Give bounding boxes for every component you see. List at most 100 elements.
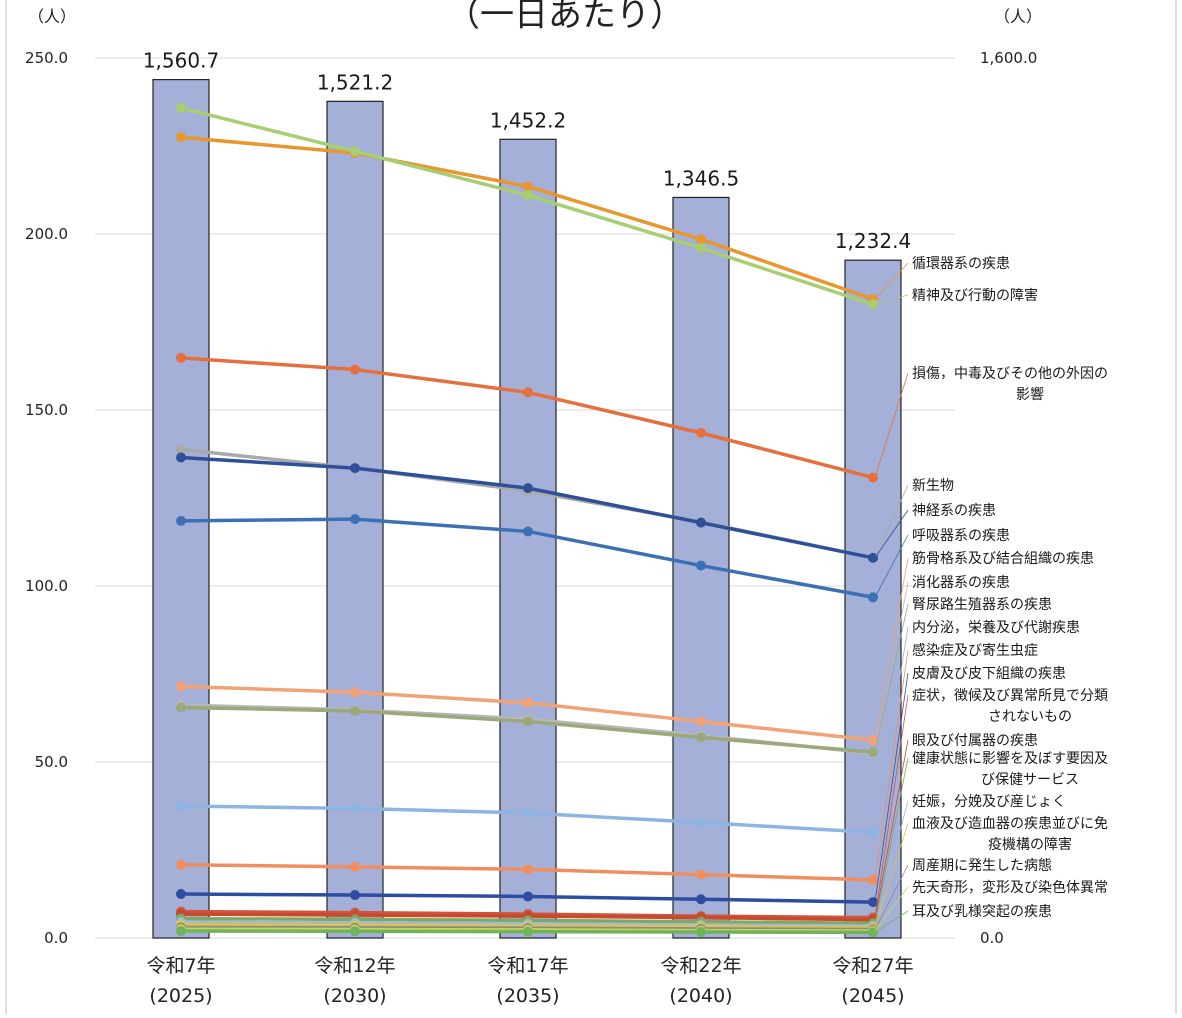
legend-item: 疫機構の障害 (988, 837, 1072, 853)
bar (152, 79, 210, 939)
legend-item: 循環器系の疾患 (912, 256, 1010, 272)
series-point (868, 592, 878, 603)
series-point (350, 514, 360, 525)
series-point (176, 801, 186, 811)
legend-item: 新生物 (912, 478, 954, 494)
bar-data-label: 1,232.4 (835, 229, 911, 253)
legend-item: 損傷，中毒及びその他の外因の (912, 366, 1108, 382)
series-point (868, 874, 878, 885)
series-point (350, 146, 360, 157)
series-point (696, 560, 706, 571)
left-tick-label: 0.0 (44, 929, 68, 947)
series-point (176, 889, 186, 899)
series-point (696, 234, 706, 245)
legend-item: 精神及び行動の障害 (912, 288, 1038, 304)
series-point (523, 891, 533, 902)
right-tick-label: 0.0 (980, 929, 1004, 947)
left-axis-unit: （人） (28, 7, 76, 26)
series-point (523, 864, 533, 875)
series-point (523, 526, 533, 537)
bar-data-labels: 1,560.7 1,521.2 1,452.2 1,346.5 1,232.4 (143, 49, 911, 254)
series-point (176, 515, 186, 526)
legend-item: 眼及び付属器の疾患 (912, 733, 1038, 749)
series-point (868, 827, 878, 838)
bar-data-label: 1,560.7 (143, 49, 219, 73)
legend-item: 周産期に発生した病態 (912, 858, 1052, 874)
legend-leader (874, 557, 909, 741)
legend-item: 健康状態に影響を及ぼす要因及 (912, 750, 1108, 767)
series-point (523, 483, 533, 494)
x-tick-label: 令和27年 (832, 955, 913, 977)
legend-item: 感染症及び寄生虫症 (912, 642, 1038, 659)
legend-leader (874, 534, 909, 598)
series-point (696, 732, 706, 743)
legend-leader (874, 649, 909, 880)
x-tick-label: 令和17年 (487, 955, 568, 977)
legend-leader (874, 672, 909, 903)
x-tick-label: 令和22年 (660, 955, 741, 977)
left-axis-ticks: 250.0 200.0 150.0 100.0 50.0 0.0 (25, 49, 68, 947)
series-point (868, 552, 878, 563)
series-point (176, 859, 186, 870)
series-point (176, 452, 186, 463)
legend-item: 耳及び乳様突起の疾患 (912, 904, 1052, 920)
series-point (696, 869, 706, 880)
legend-leader (874, 739, 909, 920)
legend-leader (874, 864, 909, 930)
legend-item: 筋骨格系及び結合組織の疾患 (912, 550, 1094, 567)
legend-leader (874, 694, 909, 918)
legend-item: 消化器系の疾患 (912, 575, 1010, 591)
series-point (868, 747, 878, 758)
legend-leader (874, 910, 909, 933)
series-point (696, 894, 706, 905)
series-point (176, 444, 186, 455)
legend-leader (874, 372, 909, 478)
left-tick-label: 200.0 (25, 225, 68, 243)
x-tick-label: (2035) (496, 985, 559, 1007)
left-tick-label: 250.0 (25, 49, 68, 67)
bar-data-label: 1,346.5 (663, 166, 739, 190)
legend-item: 皮膚及び皮下組織の疾患 (912, 666, 1066, 682)
bar-data-label: 1,521.2 (317, 70, 393, 94)
legend-leader (874, 822, 909, 928)
legend-leader (874, 262, 909, 300)
x-tick-label: 令和7年 (146, 955, 215, 977)
series-point (176, 102, 186, 113)
right-tick-label: 1,600.0 (980, 49, 1037, 67)
legend-item: されないもの (988, 709, 1072, 725)
bar-data-label: 1,452.2 (490, 108, 566, 132)
series-point (696, 927, 706, 938)
legend-leader (874, 509, 909, 559)
series-point (696, 243, 706, 254)
series-point (696, 716, 706, 727)
series-point (523, 716, 533, 727)
x-tick-label: (2040) (669, 985, 732, 1007)
series-point (523, 926, 533, 937)
legend-leader (874, 886, 909, 932)
x-tick-label: (2025) (149, 985, 212, 1007)
series-point (696, 517, 706, 528)
legend-item: 腎尿路生殖器系の疾患 (912, 596, 1052, 613)
bar (499, 138, 557, 939)
right-axis-unit: （人） (994, 7, 1042, 26)
chart-title: （一日あたり） (446, 0, 684, 35)
legend-item: 先天奇形，変形及び染色体異常 (912, 879, 1108, 896)
legend-item: 神経系の疾患 (912, 503, 996, 519)
series-point (176, 132, 186, 143)
x-tick-label: 令和12年 (314, 955, 395, 977)
x-tick-label: (2045) (841, 985, 904, 1007)
series-point (523, 808, 533, 819)
series-point (523, 190, 533, 201)
x-tick-label: (2030) (323, 985, 386, 1007)
series-point (350, 861, 360, 872)
series-point (350, 890, 360, 901)
series-point (523, 387, 533, 398)
series-point (523, 697, 533, 708)
legend-leader-lines (874, 262, 909, 933)
x-axis-ticks: 令和7年 (2025) 令和12年 (2030) 令和17年 (2035) 令和22年 (20… (146, 955, 913, 1007)
series-point (350, 705, 360, 716)
series-point (176, 352, 186, 363)
legend-leader (874, 757, 909, 924)
